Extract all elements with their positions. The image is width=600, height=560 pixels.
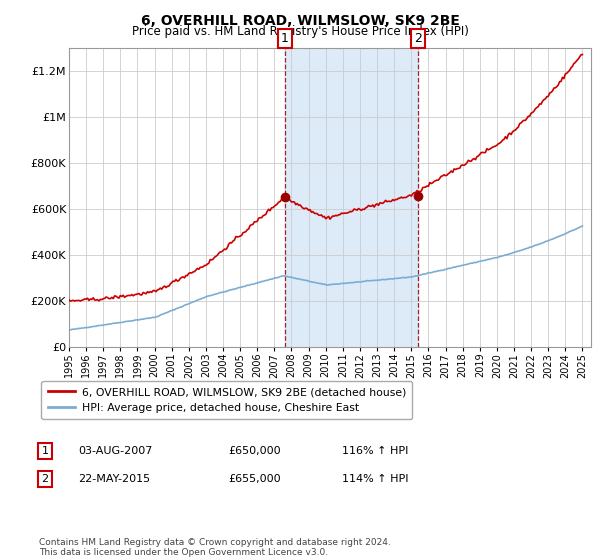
Text: 22-MAY-2015: 22-MAY-2015 bbox=[78, 474, 150, 484]
Text: 6, OVERHILL ROAD, WILMSLOW, SK9 2BE: 6, OVERHILL ROAD, WILMSLOW, SK9 2BE bbox=[140, 14, 460, 28]
Text: 03-AUG-2007: 03-AUG-2007 bbox=[78, 446, 152, 456]
Text: 1: 1 bbox=[281, 32, 289, 45]
Text: Contains HM Land Registry data © Crown copyright and database right 2024.
This d: Contains HM Land Registry data © Crown c… bbox=[39, 538, 391, 557]
Legend: 6, OVERHILL ROAD, WILMSLOW, SK9 2BE (detached house), HPI: Average price, detach: 6, OVERHILL ROAD, WILMSLOW, SK9 2BE (det… bbox=[41, 381, 412, 419]
Text: £655,000: £655,000 bbox=[228, 474, 281, 484]
Text: Price paid vs. HM Land Registry's House Price Index (HPI): Price paid vs. HM Land Registry's House … bbox=[131, 25, 469, 38]
Text: 2: 2 bbox=[41, 474, 49, 484]
Text: 116% ↑ HPI: 116% ↑ HPI bbox=[342, 446, 409, 456]
Text: 1: 1 bbox=[41, 446, 49, 456]
Text: 114% ↑ HPI: 114% ↑ HPI bbox=[342, 474, 409, 484]
Bar bbox=[284, 48, 418, 347]
Text: £650,000: £650,000 bbox=[228, 446, 281, 456]
Text: 2: 2 bbox=[414, 32, 422, 45]
